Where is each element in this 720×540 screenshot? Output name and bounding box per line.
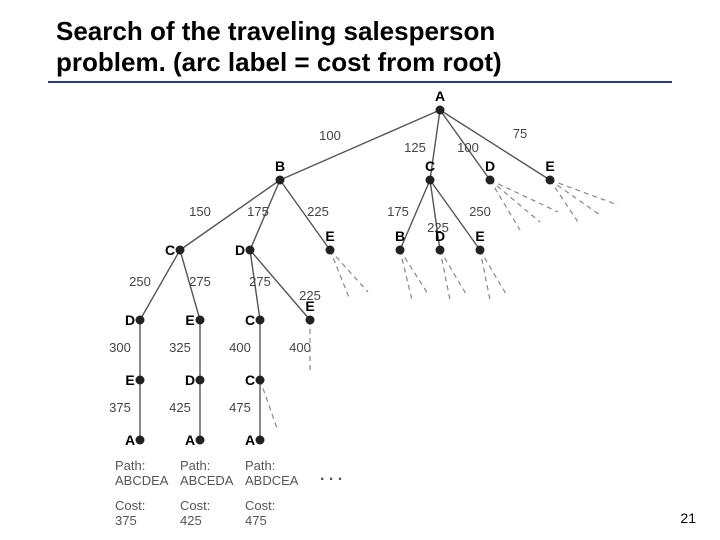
node-label: E	[305, 298, 314, 314]
tree-node	[396, 246, 405, 255]
tree-node	[436, 106, 445, 115]
edge-cost: 225	[307, 204, 329, 219]
edge-cost: 100	[319, 128, 341, 143]
path-label: Path:	[245, 458, 275, 473]
node-label: C	[165, 242, 175, 258]
path-value: ABCEDA	[180, 473, 234, 488]
edge-cost: 250	[469, 204, 491, 219]
tree-node	[256, 376, 265, 385]
tree-node	[426, 176, 435, 185]
cost-label: Cost:	[115, 498, 145, 513]
edge-cost: 75	[513, 126, 527, 141]
cost-label: Cost:	[180, 498, 210, 513]
tree-node	[196, 436, 205, 445]
tree-node	[196, 316, 205, 325]
node-label: C	[245, 372, 255, 388]
node-label: B	[275, 158, 285, 174]
node-label: D	[435, 228, 445, 244]
edge-cost: 275	[249, 274, 271, 289]
tree-node	[246, 246, 255, 255]
edge-pruned	[400, 250, 428, 294]
node-label: C	[245, 312, 255, 328]
node-label: A	[185, 432, 195, 448]
edge-cost: 275	[189, 274, 211, 289]
tree-node	[136, 376, 145, 385]
tree-node	[326, 246, 335, 255]
edge-cost: 425	[169, 400, 191, 415]
tree-node	[486, 176, 495, 185]
tree-node	[136, 436, 145, 445]
edge-cost: 175	[247, 204, 269, 219]
cost-value: 475	[245, 513, 267, 528]
node-label: E	[125, 372, 134, 388]
tree-node	[476, 246, 485, 255]
edge-pruned	[490, 180, 540, 222]
edge-cost: 375	[109, 400, 131, 415]
edge-pruned	[260, 380, 277, 428]
edge-cost: 100	[457, 140, 479, 155]
page-number: 21	[680, 510, 696, 526]
slide-canvas: 1001251007515017522517522525025027527522…	[0, 0, 720, 540]
node-label: E	[475, 228, 484, 244]
node-label: C	[425, 158, 435, 174]
edge-cost: 400	[229, 340, 251, 355]
edge-pruned	[490, 180, 520, 230]
node-label: B	[395, 228, 405, 244]
tree-node	[306, 316, 315, 325]
node-label: E	[185, 312, 194, 328]
node-label: D	[235, 242, 245, 258]
node-label: E	[545, 158, 554, 174]
node-label: A	[245, 432, 255, 448]
edge-cost: 175	[387, 204, 409, 219]
edge-pruned	[550, 180, 600, 215]
edge-pruned	[550, 180, 618, 205]
search-tree: 1001251007515017522517522525025027527522…	[109, 88, 618, 528]
edge-cost: 300	[109, 340, 131, 355]
tree-node	[436, 246, 445, 255]
path-value: ABDCEA	[245, 473, 299, 488]
path-value: ABCDEA	[115, 473, 169, 488]
cost-label: Cost:	[245, 498, 275, 513]
edge-cost: 250	[129, 274, 151, 289]
tree-node	[276, 176, 285, 185]
tree-node	[176, 246, 185, 255]
node-label: A	[125, 432, 135, 448]
path-label: Path:	[180, 458, 210, 473]
tree-node	[546, 176, 555, 185]
node-label: D	[125, 312, 135, 328]
tree-node	[256, 436, 265, 445]
tree-node	[256, 316, 265, 325]
edge-pruned	[330, 250, 350, 300]
edge-pruned	[400, 250, 412, 300]
edge-cost: 150	[189, 204, 211, 219]
path-label: Path:	[115, 458, 145, 473]
node-label: D	[485, 158, 495, 174]
edge-cost: 400	[289, 340, 311, 355]
edge-pruned	[550, 180, 580, 225]
node-label: A	[435, 88, 445, 104]
node-label: E	[325, 228, 334, 244]
cost-value: 375	[115, 513, 137, 528]
node-label: D	[185, 372, 195, 388]
tree-node	[196, 376, 205, 385]
edge-cost: 475	[229, 400, 251, 415]
edge-cost: 325	[169, 340, 191, 355]
cost-value: 425	[180, 513, 202, 528]
edge-cost: 125	[404, 140, 426, 155]
tree-node	[136, 316, 145, 325]
ellipsis: . . .	[320, 467, 342, 484]
edge-pruned	[330, 250, 368, 292]
